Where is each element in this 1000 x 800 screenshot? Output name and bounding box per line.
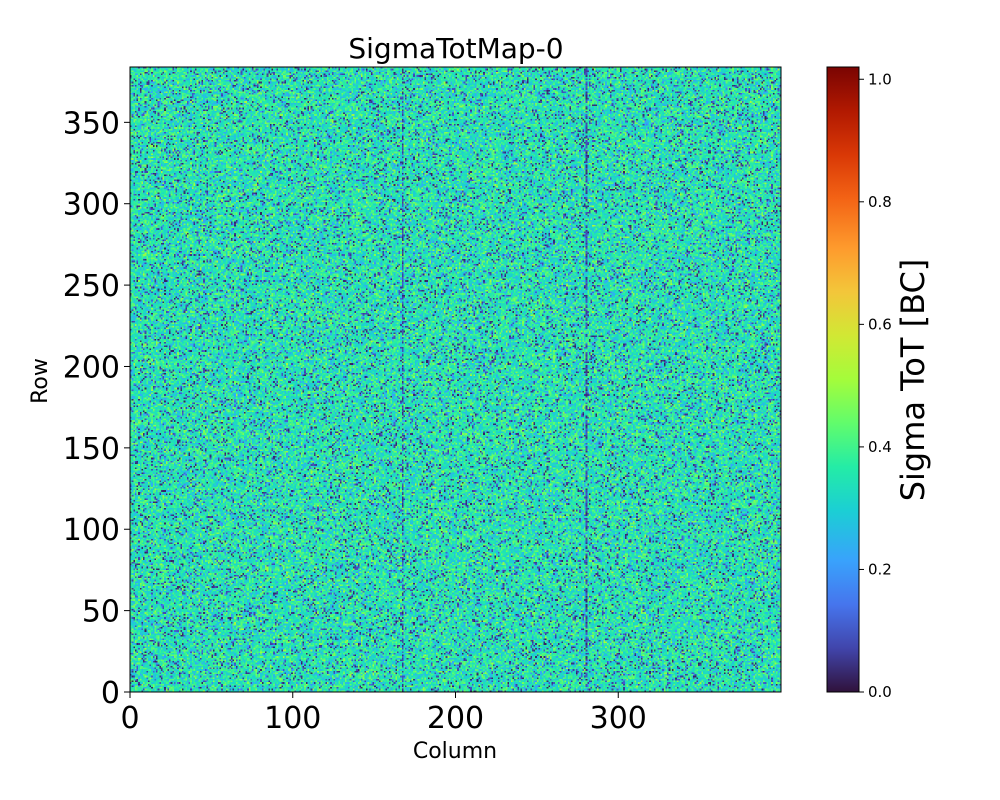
y-tick-label: 150 xyxy=(63,432,120,467)
colorbar-frame xyxy=(826,66,860,693)
x-tick-label: 300 xyxy=(590,701,647,736)
colorbar-tick-label: 0.2 xyxy=(868,560,892,578)
x-tick-label: 100 xyxy=(264,701,321,736)
y-tick-label: 200 xyxy=(63,350,120,385)
colorbar-tick-label: 0.0 xyxy=(868,683,892,701)
colorbar-label: Sigma ToT [BC] xyxy=(894,259,932,502)
heatmap-image xyxy=(130,67,781,692)
colorbar xyxy=(827,67,859,692)
x-tick-label: 200 xyxy=(427,701,484,736)
y-tick-label: 100 xyxy=(63,513,120,548)
colorbar-tick-label: 0.4 xyxy=(868,438,892,456)
x-axis-label: Column xyxy=(413,739,497,764)
colorbar-ticks: 0.0 0.2 0.4 0.6 0.8 1.0 xyxy=(859,70,892,701)
colorbar-tick-label: 0.6 xyxy=(868,315,892,333)
chart-title: SigmaTotMap-0 xyxy=(348,32,563,65)
y-tick-label: 250 xyxy=(63,269,120,304)
colorbar-tick-label: 0.8 xyxy=(868,193,892,211)
y-tick-label: 350 xyxy=(63,106,120,141)
y-axis-label: Row xyxy=(28,358,53,404)
y-tick-label: 0 xyxy=(101,676,120,711)
y-tick-label: 50 xyxy=(82,595,120,630)
y-tick-label: 300 xyxy=(63,188,120,223)
y-axis: 0 50 100 150 200 250 300 350 xyxy=(63,106,130,711)
colorbar-tick-label: 1.0 xyxy=(868,70,892,88)
x-tick-label: 0 xyxy=(120,701,139,736)
heatmap-canvas-wrapper xyxy=(130,67,781,692)
x-axis: 0 100 200 300 xyxy=(120,692,647,736)
